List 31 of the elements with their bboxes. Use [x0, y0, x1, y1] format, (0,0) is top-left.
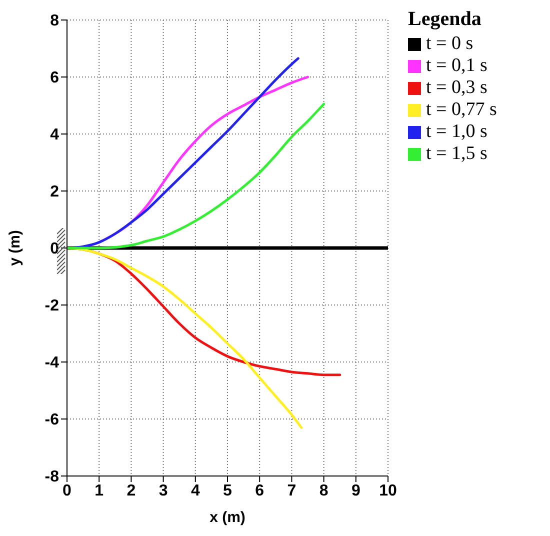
legend-label: t = 0,77 s — [426, 99, 497, 121]
y-tick-label: 8 — [50, 12, 60, 30]
x-tick-label: 3 — [158, 482, 168, 500]
line-series — [67, 57, 300, 250]
legend-label: t = 0,1 s — [426, 55, 488, 77]
x-tick-label: 0 — [62, 482, 72, 500]
y-tick-label: 6 — [50, 70, 60, 87]
y-tick-label: -6 — [44, 412, 60, 429]
x-axis-title: x (m) — [210, 509, 246, 526]
x-tick-label: 9 — [351, 482, 360, 500]
y-tick-label: 4 — [50, 126, 60, 144]
x-tick-label: 7 — [287, 482, 296, 500]
y-tick-label: -2 — [44, 298, 60, 315]
y-tick-label: -4 — [44, 354, 60, 372]
legend-label: t = 0 s — [426, 33, 474, 55]
legend-label: t = 1,0 s — [426, 121, 488, 143]
x-tick-label: 5 — [223, 482, 232, 500]
x-tick-label: 8 — [319, 482, 328, 500]
x-tick-label: 2 — [126, 482, 136, 500]
x-tick-label: 1 — [94, 482, 104, 500]
legend-label: t = 1,5 s — [426, 143, 488, 165]
x-tick-label: 10 — [379, 482, 397, 500]
y-tick-label: 0 — [50, 240, 60, 258]
line-series — [67, 102, 326, 250]
legend-label: t = 0,3 s — [426, 77, 488, 99]
x-tick-label: 4 — [190, 482, 200, 500]
y-tick-label: 2 — [50, 184, 60, 201]
y-axis-title: y (m) — [6, 230, 24, 266]
legend-title: Legenda — [408, 8, 482, 31]
x-tick-label: 6 — [255, 482, 264, 500]
y-tick-label: -8 — [44, 468, 60, 486]
